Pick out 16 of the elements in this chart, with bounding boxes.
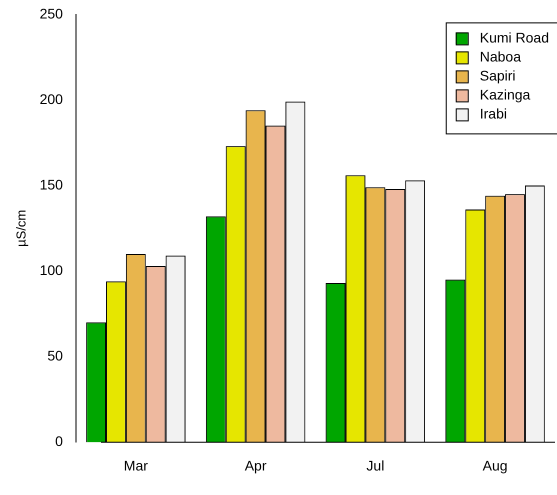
legend-label: Sapiri (480, 67, 516, 84)
y-tick-label: 50 (47, 348, 64, 364)
legend-label: Naboa (480, 48, 522, 64)
legend-label: Kazinga (480, 86, 531, 102)
x-tick-label: Jul (366, 457, 384, 474)
x-tick-label: Mar (124, 457, 148, 474)
x-tick-label: Aug (482, 457, 508, 474)
y-axis-title: µS/cm (13, 210, 28, 247)
legend-label: Irabi (480, 105, 507, 122)
y-tick-label: 0 (55, 433, 64, 450)
y-tick-label: 250 (40, 5, 64, 22)
x-tick-label: Apr (244, 457, 267, 474)
y-tick-label: 150 (40, 176, 64, 192)
y-tick-label: 100 (40, 262, 64, 278)
y-tick-label: 200 (40, 90, 64, 107)
legend-label: Kumi Road (480, 29, 550, 46)
